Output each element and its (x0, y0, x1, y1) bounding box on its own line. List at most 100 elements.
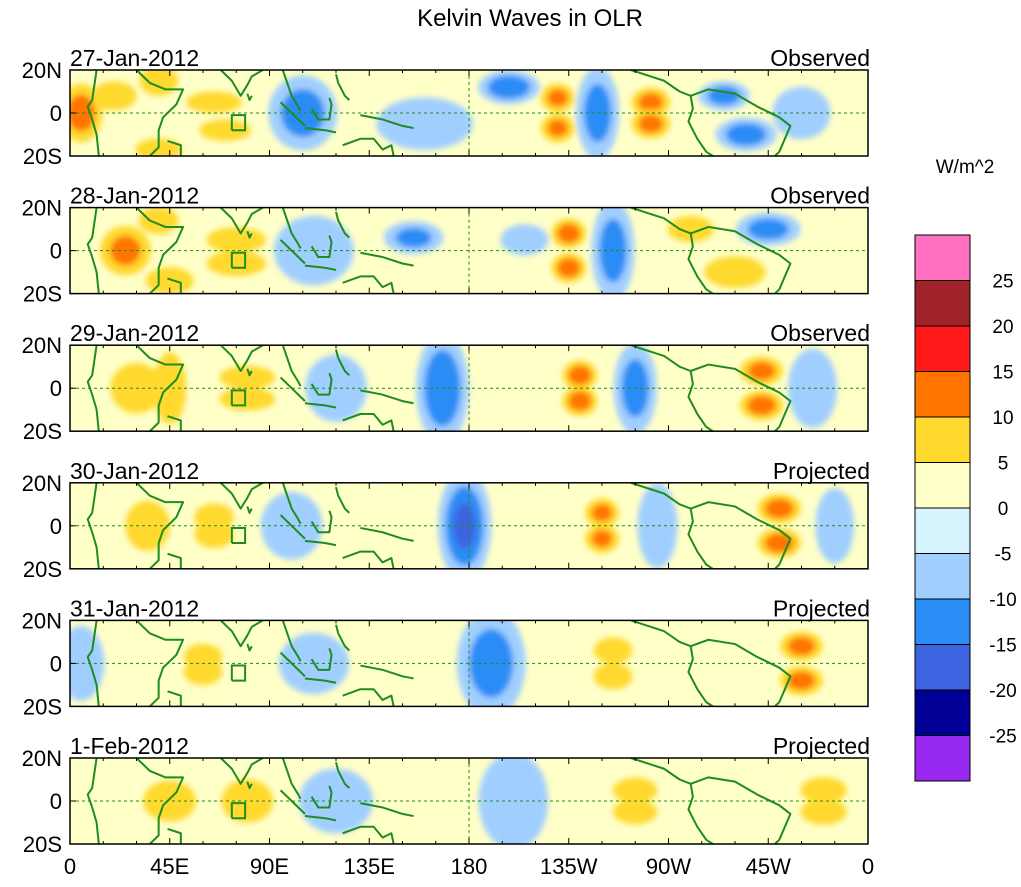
anomaly-blob (188, 662, 218, 682)
anomaly-blob (228, 391, 266, 407)
coastline (304, 539, 337, 547)
coastline (335, 624, 350, 652)
coastline (630, 620, 692, 648)
anomaly-blob (673, 219, 708, 239)
panel-date: 27-Jan-2012 (70, 45, 199, 71)
anomaly-blob (398, 229, 429, 247)
anomaly-blob (769, 501, 790, 516)
coastline (630, 758, 692, 785)
coastline (135, 758, 185, 844)
lat-tick-label: 20S (23, 282, 62, 307)
coastline (342, 413, 395, 432)
lon-tick-label: 90E (250, 854, 289, 879)
coastline (342, 550, 395, 569)
index-box (230, 664, 247, 682)
coastline (167, 277, 182, 294)
anomaly-blob (602, 226, 624, 275)
anomaly-blob (598, 666, 628, 687)
coastline (360, 526, 414, 542)
anomaly-blob (571, 394, 588, 408)
panel-2: 20N 0 20S 28-Jan-2012 Observed (22, 183, 870, 307)
lat-tick-label: 0 (50, 376, 62, 401)
coastline (246, 230, 253, 239)
coastline (690, 638, 792, 707)
coastlines (86, 758, 792, 844)
lon-tick-label: 0 (862, 854, 874, 879)
anomaly-blob (752, 220, 784, 238)
colorbar-label: -25 (989, 727, 1016, 748)
index-box (230, 802, 247, 820)
coastline (360, 664, 414, 680)
colorbar-swatch (914, 234, 971, 281)
anomaly-blob (153, 271, 186, 290)
coastline (167, 552, 182, 569)
coastline (690, 776, 792, 844)
lon-tick-label: 45W (746, 854, 791, 879)
anomaly-blob (791, 639, 812, 654)
anomaly-blob (210, 252, 262, 275)
panel-status: Observed (770, 45, 870, 71)
coastline (342, 275, 395, 294)
anomaly-blob (210, 229, 262, 251)
coastline (360, 251, 414, 267)
colorbar-swatch (914, 507, 971, 554)
anomaly-blob (593, 505, 611, 521)
anomaly-blob (487, 764, 540, 838)
colorbar-swatch (914, 598, 971, 645)
coastline (335, 762, 350, 789)
coastline (310, 97, 333, 121)
lat-tick-label: 0 (50, 651, 62, 676)
coastline (335, 486, 350, 514)
anomaly-blob (508, 229, 541, 251)
anomaly-blob (644, 497, 671, 555)
coastline (220, 70, 264, 97)
lat-tick-label: 20S (23, 557, 62, 582)
coastline (167, 415, 182, 432)
lon-tick-label: 90W (646, 854, 691, 879)
coastline (687, 646, 714, 707)
coastline (690, 363, 792, 432)
panel-status: Projected (773, 595, 870, 621)
coastline (279, 239, 306, 265)
panel-date: 1-Feb-2012 (70, 733, 189, 759)
anomaly-blob (797, 364, 828, 413)
panel-date: 29-Jan-2012 (70, 320, 199, 346)
anomaly-blob (128, 504, 167, 548)
coastline (310, 235, 333, 259)
coastline (279, 101, 306, 127)
coastline (360, 802, 414, 818)
anomaly-blob (453, 502, 476, 549)
anomaly-blob (286, 94, 320, 132)
coastline (281, 482, 302, 525)
colorbar-label: -20 (989, 681, 1016, 702)
colorbar-swatch (914, 371, 971, 418)
anomaly-blob (732, 126, 761, 143)
coastline (220, 758, 264, 785)
anomaly-blob (560, 261, 577, 275)
coastline (135, 70, 185, 156)
colorbar-unit: W/m^2 (936, 157, 995, 178)
anomaly-blob (95, 83, 134, 109)
anomaly-blob (200, 525, 228, 544)
anomaly-blob (598, 640, 628, 661)
colorbar-swatch (914, 280, 971, 327)
coastline (630, 70, 692, 97)
coastline (304, 815, 337, 822)
coastline (310, 648, 333, 671)
anomaly-blob (769, 536, 790, 550)
index-box (230, 114, 247, 132)
lat-tick-label: 20N (22, 608, 62, 633)
coastline (342, 137, 395, 156)
coastline (690, 501, 792, 569)
panel-status: Observed (770, 320, 870, 346)
lat-tick-label: 20N (22, 196, 62, 221)
coastline (167, 690, 182, 707)
coastline (281, 758, 302, 800)
coastline (220, 207, 264, 235)
anomaly-blob (806, 780, 841, 801)
coastline (342, 825, 395, 844)
lat-tick-label: 20N (22, 746, 62, 771)
lon-axis: 0 45E 90E 135E 180 135W 90W 45W 0 (64, 854, 874, 879)
colorbar-label: -10 (989, 590, 1016, 611)
coastline (220, 482, 264, 510)
